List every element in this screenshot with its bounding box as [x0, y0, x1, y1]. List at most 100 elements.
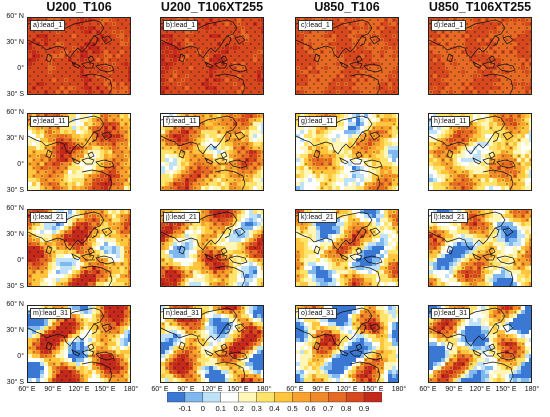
significance-dot [254, 63, 256, 65]
field-cell [84, 118, 89, 123]
field-cell [332, 18, 337, 23]
field-cell [261, 50, 263, 55]
significance-dot [349, 39, 351, 41]
field-cell [80, 114, 85, 119]
field-cell [177, 94, 182, 95]
field-cell [529, 62, 531, 67]
significance-dot [61, 43, 63, 45]
field-cell [233, 70, 238, 75]
field-cell [513, 26, 518, 31]
field-cell [84, 158, 89, 163]
significance-dot [202, 75, 204, 77]
significance-dot [214, 55, 216, 57]
significance-dot [434, 79, 436, 81]
field-cell [124, 94, 129, 95]
field-cell [68, 142, 73, 147]
field-cell [376, 134, 381, 139]
field-cell [364, 50, 369, 55]
field-cell [76, 190, 81, 191]
significance-dot [530, 55, 531, 57]
significance-dot [101, 43, 103, 45]
field-cell [112, 146, 117, 151]
field-cell [461, 94, 466, 95]
significance-dot [438, 59, 440, 61]
field-cell [76, 54, 81, 59]
significance-dot [341, 79, 343, 81]
field-cell [221, 134, 226, 139]
field-cell [308, 94, 313, 95]
significance-dot [254, 71, 256, 73]
significance-dot [162, 83, 164, 85]
field-cell [300, 134, 305, 139]
field-cell [177, 162, 182, 167]
field-cell [356, 114, 361, 119]
field-cell [453, 46, 458, 51]
field-cell [108, 154, 113, 159]
significance-dot [178, 43, 180, 45]
significance-dot [305, 75, 307, 77]
field-cell [396, 126, 398, 131]
significance-dot [297, 67, 299, 69]
significance-dot [397, 39, 398, 41]
field-cell [201, 150, 206, 155]
significance-dot [33, 47, 35, 49]
field-cell [104, 162, 109, 167]
field-cell [249, 118, 254, 123]
field-cell [233, 134, 238, 139]
significance-dot [198, 79, 200, 81]
field-cell [84, 70, 89, 75]
field-cell [521, 18, 526, 23]
significance-dot [234, 59, 236, 61]
significance-dot [109, 179, 111, 181]
field-cell [457, 94, 462, 95]
field-cell [237, 82, 242, 87]
field-cell [312, 70, 317, 75]
field-cell [44, 38, 49, 43]
significance-dot [317, 159, 319, 161]
field-cell [245, 66, 250, 71]
field-cell [169, 62, 174, 67]
field-cell [257, 126, 262, 131]
significance-dot [254, 167, 256, 169]
field-cell [473, 42, 478, 47]
field-cell [217, 158, 222, 163]
significance-dot [369, 91, 371, 93]
field-cell [308, 130, 313, 135]
field-cell [185, 126, 190, 131]
field-cell [296, 166, 301, 171]
field-cell [96, 186, 101, 190]
field-cell [356, 34, 361, 39]
coastline [91, 131, 99, 143]
significance-dot [73, 151, 75, 153]
field-cell [529, 38, 531, 43]
significance-dot [478, 51, 480, 53]
field-cell [88, 90, 93, 94]
significance-dot [190, 135, 192, 137]
panel-label: a):lead_1 [30, 20, 66, 31]
significance-dot [198, 47, 200, 49]
field-cell [72, 166, 77, 171]
field-cell [197, 150, 202, 155]
coastline [488, 55, 496, 63]
field-cell [344, 38, 349, 43]
significance-dot [174, 55, 176, 57]
field-cell [312, 134, 317, 139]
field-cell [348, 90, 353, 94]
field-cell [128, 74, 130, 79]
field-cell [493, 30, 498, 35]
field-cell [173, 82, 178, 87]
field-cell [304, 70, 309, 75]
field-cell [249, 62, 254, 67]
field-cell [249, 142, 254, 147]
field-cell [64, 82, 69, 87]
significance-dot [522, 55, 524, 57]
significance-dot [478, 75, 480, 77]
field-cell [396, 118, 398, 123]
field-cell [88, 158, 93, 163]
significance-dot [377, 83, 379, 85]
field-cell [493, 22, 498, 27]
significance-dot [37, 171, 39, 173]
field-cell [173, 166, 178, 171]
significance-dot [109, 43, 111, 45]
significance-dot [57, 71, 59, 73]
